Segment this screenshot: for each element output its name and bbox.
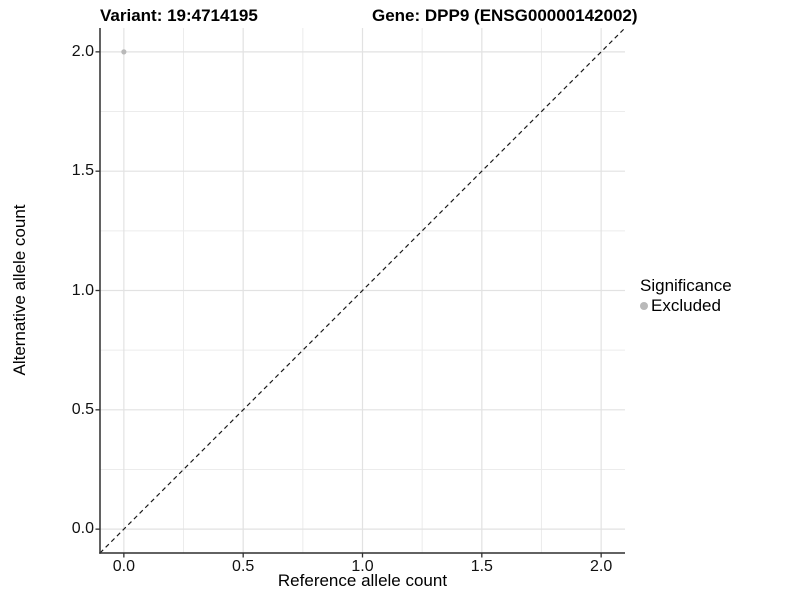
- x-axis-title: Reference allele count: [277, 571, 448, 590]
- x-tick-label: 0.0: [112, 558, 135, 575]
- y-tick-label: 0.5: [71, 400, 94, 418]
- y-tick-label: 1.5: [71, 162, 94, 180]
- x-tick-label: 1.5: [470, 558, 493, 575]
- identity-reference-line: [99, 27, 626, 554]
- legend: Significance Excluded: [640, 276, 732, 315]
- y-axis-title: Alternative allele count: [10, 204, 29, 376]
- legend-item-excluded: Excluded: [640, 296, 732, 315]
- y-tick-label: 0.0: [71, 520, 94, 538]
- x-tick-label: 1.0: [351, 558, 374, 575]
- x-tick-label: 2.0: [590, 558, 613, 575]
- legend-point-icon: [640, 301, 648, 310]
- data-point: [121, 49, 127, 55]
- legend-title: Significance: [640, 276, 732, 295]
- y-tick-label: 1.0: [71, 281, 94, 299]
- plot-title-variant: Variant: 19:4714195: [100, 6, 258, 25]
- y-tick-label: 2.0: [71, 42, 94, 60]
- legend-item-label: Excluded: [651, 296, 721, 315]
- x-tick-label: 0.5: [232, 558, 255, 575]
- plot-title-gene: Gene: DPP9 (ENSG00000142002): [372, 6, 638, 25]
